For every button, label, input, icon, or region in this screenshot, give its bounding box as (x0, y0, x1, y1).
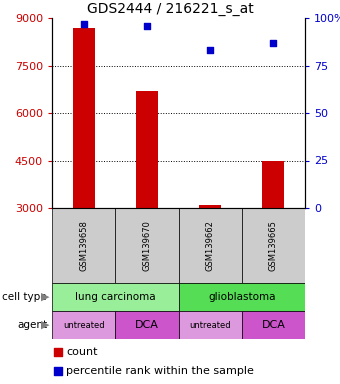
Text: GSM139670: GSM139670 (142, 220, 151, 271)
Bar (242, 311, 305, 339)
Point (271, 40, 276, 46)
Bar (178, 208, 242, 283)
Point (144, 23, 150, 29)
Bar (136, 91, 158, 208)
Text: cell type: cell type (2, 292, 47, 302)
Text: untreated: untreated (63, 321, 104, 329)
Point (207, 47, 213, 53)
Bar (242, 208, 305, 283)
Text: glioblastoma: glioblastoma (208, 292, 275, 302)
Text: percentile rank within the sample: percentile rank within the sample (66, 366, 254, 376)
Text: lung carcinoma: lung carcinoma (75, 292, 156, 302)
Bar (52, 283, 178, 311)
Text: GSM139662: GSM139662 (206, 220, 215, 271)
Text: DCA: DCA (261, 320, 285, 330)
Point (55, 368, 61, 374)
Point (55, 349, 61, 355)
Bar (115, 311, 178, 339)
Bar (262, 161, 285, 208)
Bar (178, 283, 305, 311)
Text: untreated: untreated (189, 321, 231, 329)
Bar (178, 311, 242, 339)
Bar (72, 28, 95, 208)
Text: GDS2444 / 216221_s_at: GDS2444 / 216221_s_at (87, 2, 253, 16)
Bar (115, 208, 178, 283)
Text: GSM139658: GSM139658 (79, 220, 88, 271)
Text: GSM139665: GSM139665 (269, 220, 278, 271)
Point (81, 21, 86, 27)
Text: ▶: ▶ (40, 320, 49, 330)
Bar (52, 208, 115, 283)
Text: agent: agent (17, 320, 47, 330)
Bar (52, 311, 115, 339)
Text: count: count (66, 347, 98, 357)
Text: DCA: DCA (135, 320, 159, 330)
Text: ▶: ▶ (40, 292, 49, 302)
Bar (199, 205, 221, 208)
